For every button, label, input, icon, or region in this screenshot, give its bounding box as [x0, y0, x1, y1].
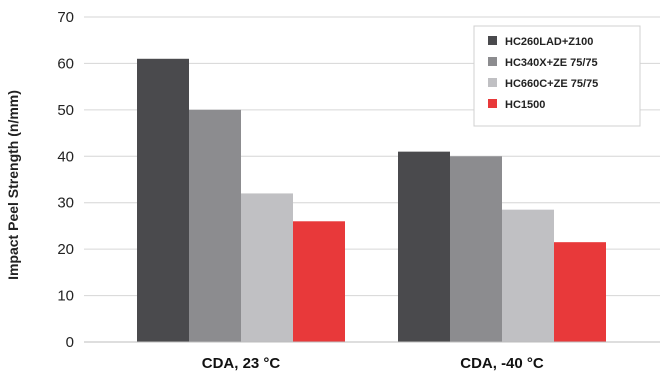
- bar: [450, 156, 502, 342]
- bar: [189, 109, 241, 342]
- legend-label: HC1500: [505, 99, 545, 111]
- y-tick-label: 70: [57, 9, 74, 26]
- y-tick-label: 20: [57, 241, 74, 258]
- x-tick-label: CDA, 23 °C: [202, 355, 281, 372]
- legend-label: HC340X+ZE 75/75: [505, 57, 598, 69]
- bar: [241, 193, 293, 342]
- bar: [293, 221, 345, 342]
- legend: HC260LAD+Z100 HC340X+ZE 75/75 HC660C+ZE 75…: [473, 25, 641, 127]
- y-tick-label: 30: [57, 195, 74, 212]
- bar: [398, 151, 450, 342]
- bar: [554, 242, 606, 342]
- y-tick-label: 40: [57, 148, 74, 165]
- y-tick-label: 60: [57, 55, 74, 72]
- y-axis: 0 10 20 30 40 50 60 70: [57, 9, 74, 351]
- y-axis-label: Impact Peel Strength (n/mm): [5, 90, 21, 280]
- category-labels: CDA, 23 °C CDA, -40 °C: [202, 355, 544, 372]
- bar: [137, 58, 189, 343]
- legend-label: HC660C+ZE 75/75: [505, 78, 598, 90]
- y-tick-label: 50: [57, 102, 74, 119]
- legend-swatch: [488, 36, 497, 45]
- y-tick-label: 0: [66, 334, 74, 351]
- bar: [502, 209, 554, 342]
- legend-label: HC260LAD+Z100: [505, 36, 593, 48]
- legend-swatch: [488, 99, 497, 108]
- legend-box: [473, 25, 641, 127]
- bars: [137, 58, 606, 343]
- x-tick-label: CDA, -40 °C: [460, 355, 544, 372]
- y-tick-label: 10: [57, 288, 74, 305]
- legend-swatch: [488, 57, 497, 66]
- legend-swatch: [488, 78, 497, 87]
